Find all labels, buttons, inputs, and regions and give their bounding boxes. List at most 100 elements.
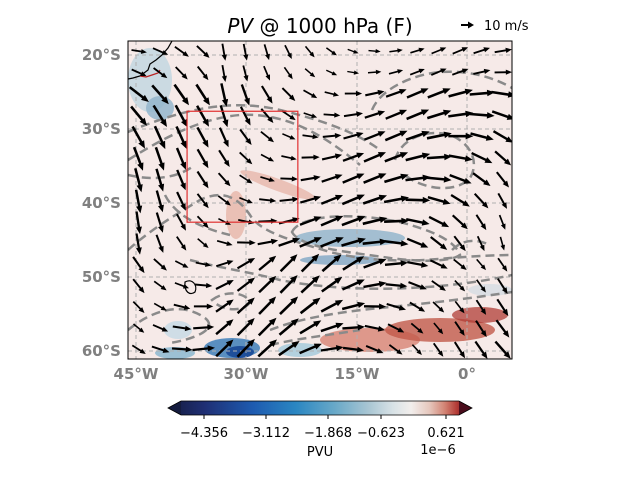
wind-arrow-icon (193, 303, 214, 310)
wind-arrow-icon (215, 339, 234, 358)
wind-arrow-icon (363, 258, 387, 269)
lon-label: 30°W (224, 365, 269, 383)
wind-arrow-icon (131, 125, 145, 149)
wind-arrow-icon (215, 299, 234, 313)
colorbar-tick-label: 0.621 (427, 426, 464, 441)
wind-arrow-icon (174, 282, 189, 289)
wind-arrow-icon (217, 195, 231, 206)
wind-arrow-icon (196, 170, 209, 189)
wind-arrow-icon (427, 88, 451, 99)
wind-arrow-icon (405, 174, 431, 182)
wind-arrow-icon (388, 69, 404, 75)
wind-arrow-icon (494, 47, 512, 54)
wind-arrow-icon (151, 84, 169, 105)
wind-arrow-icon (299, 343, 322, 355)
wind-arrow-icon (221, 43, 227, 61)
wind-arrow-icon (128, 86, 149, 102)
wind-arrow-icon (153, 125, 166, 150)
wind-arrow-icon (470, 132, 494, 141)
wind-arrow-icon (303, 89, 318, 99)
wind-arrow-icon (257, 317, 277, 337)
wind-arrow-icon (239, 151, 253, 165)
wind-arrow-icon (405, 130, 430, 141)
wind-arrow-icon (173, 83, 189, 106)
wind-arrow-icon (257, 339, 277, 358)
wind-arrow-icon (258, 255, 277, 271)
wind-arrow-icon (472, 172, 491, 186)
wind-arrow-icon (281, 155, 297, 161)
wind-arrow-icon (454, 280, 466, 292)
wind-arrow-icon (152, 104, 167, 127)
wind-arrow-icon (384, 217, 409, 225)
wind-arrow-icon (278, 341, 300, 357)
wind-arrow-icon (300, 175, 321, 182)
wind-arrow-icon (221, 64, 227, 82)
wind-arrow-icon (383, 195, 409, 204)
wind-arrow-icon (242, 43, 249, 61)
wind-arrow-icon (300, 253, 320, 273)
wind-arrow-icon (131, 344, 146, 354)
lon-label: 45°W (114, 365, 159, 383)
wind-arrow-icon (196, 148, 209, 169)
quiver-key: 10 m/s (461, 19, 529, 34)
wind-arrow-icon (363, 303, 387, 310)
wind-arrow-icon (172, 325, 192, 332)
wind-arrow-icon (344, 90, 363, 97)
wind-arrow-icon (497, 192, 507, 209)
wind-arrow-icon (476, 258, 486, 271)
wind-arrow-icon (326, 69, 338, 76)
wind-arrow-icon (263, 65, 270, 81)
wind-arrow-icon (448, 110, 474, 118)
wind-arrow-icon (196, 215, 209, 229)
wind-arrow-icon (410, 322, 424, 334)
wind-arrow-icon (426, 131, 452, 140)
map-content (128, 41, 512, 359)
wind-arrow-icon (196, 193, 209, 209)
lat-label: 20°S (82, 46, 121, 64)
plot-title: PV @ 1000 hPa (F) (227, 14, 412, 38)
wind-arrow-icon (405, 217, 430, 226)
wind-arrow-icon (342, 173, 365, 184)
wind-arrow-icon (153, 280, 167, 291)
wind-arrow-icon (321, 254, 342, 273)
wind-arrow-icon (281, 110, 296, 121)
wind-arrow-icon (430, 68, 447, 76)
wind-arrow-icon (258, 296, 277, 315)
wind-arrow-icon (132, 146, 144, 171)
wind-arrow-icon (363, 173, 387, 184)
wind-arrow-icon (155, 234, 164, 253)
wind-arrow-icon (218, 149, 230, 167)
wind-arrow-icon (320, 322, 344, 333)
wind-arrow-icon (240, 84, 250, 106)
wind-arrow-icon (171, 346, 193, 353)
wind-arrow-icon (411, 344, 422, 355)
wind-arrow-icon (131, 68, 147, 77)
lat-label: 50°S (82, 268, 121, 286)
wind-arrow-icon (343, 111, 363, 118)
wind-arrow-icon (409, 68, 425, 76)
wind-arrow-icon (431, 280, 446, 291)
wind-arrow-icon (384, 260, 408, 267)
wind-arrow-icon (429, 259, 448, 269)
wind-arrow-icon (260, 85, 273, 104)
wind-arrow-icon (385, 89, 407, 98)
wind-arrow-icon (454, 300, 465, 314)
wind-arrow-icon (155, 168, 165, 192)
wind-arrow-icon (320, 299, 344, 313)
wind-arrow-icon (259, 197, 277, 203)
wind-arrow-icon (132, 278, 145, 294)
wind-arrow-icon (279, 275, 298, 294)
wind-arrow-icon (239, 106, 251, 126)
wind-arrow-icon (473, 192, 489, 209)
wind-arrow-icon (341, 237, 366, 247)
wind-arrow-icon (432, 342, 444, 357)
wind-arrow-icon (426, 153, 452, 161)
wind-arrow-icon (496, 278, 508, 294)
wind-arrow-icon (324, 91, 339, 97)
wind-arrow-icon (153, 302, 167, 311)
wind-arrow-icon (154, 146, 165, 171)
wind-arrow-icon (388, 344, 403, 355)
wind-arrow-icon (220, 83, 229, 107)
wind-arrow-icon (364, 110, 386, 119)
wind-arrow-icon (495, 319, 510, 338)
